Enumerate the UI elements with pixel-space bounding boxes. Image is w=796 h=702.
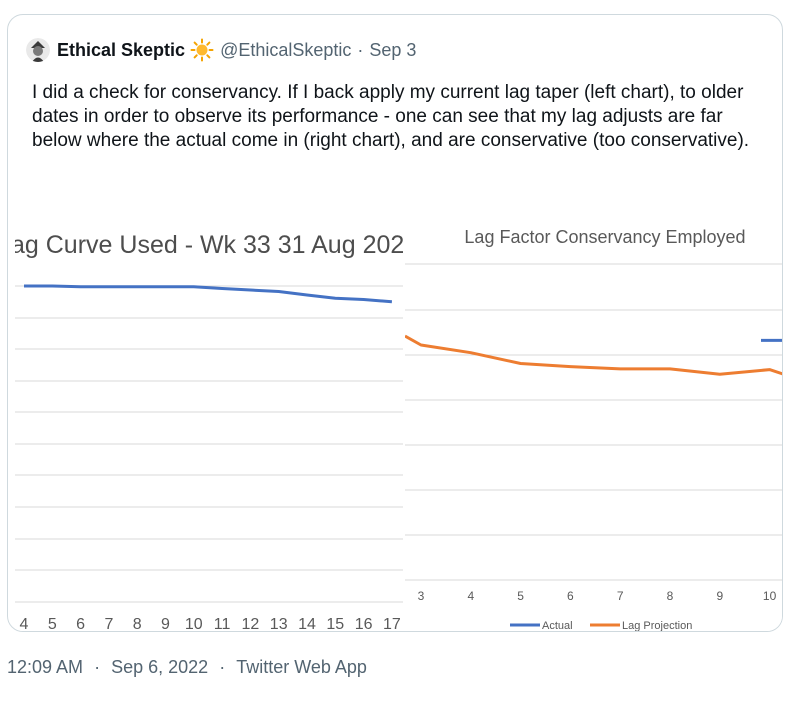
chart-title: ag Curve Used - Wk 33 31 Aug 202 bbox=[15, 231, 403, 259]
footer-time[interactable]: 12:09 AM bbox=[7, 657, 84, 677]
x-tick-label: 5 bbox=[48, 616, 57, 632]
author-name[interactable]: Ethical Skeptic bbox=[57, 39, 186, 60]
series-line-series-1 bbox=[24, 284, 393, 304]
footer-separator: · bbox=[219, 657, 226, 677]
x-tick-label: 6 bbox=[76, 616, 85, 632]
x-tick-label: 3 bbox=[418, 589, 425, 603]
legend-label: Actual bbox=[542, 620, 573, 632]
legend-label: Lag Projection bbox=[622, 620, 692, 632]
x-tick-label: 11 bbox=[214, 616, 231, 632]
x-tick-label: 9 bbox=[161, 616, 170, 632]
tweet-footer: 12:09 AM · Sep 6, 2022 · Twitter Web App bbox=[7, 657, 367, 678]
x-tick-label: 8 bbox=[133, 616, 142, 632]
x-tick-label: 4 bbox=[467, 589, 474, 603]
footer-app[interactable]: Twitter Web App bbox=[236, 657, 367, 677]
x-tick-label: 7 bbox=[617, 589, 624, 603]
x-tick-label: 9 bbox=[716, 589, 723, 603]
series-line-lag-projection bbox=[405, 334, 782, 376]
x-tick-label: 5 bbox=[517, 589, 524, 603]
x-tick-label: 15 bbox=[326, 616, 344, 632]
right-chart-image[interactable]: Lag Factor Conservancy Employed 3 4 5 6 7 8 9 10… bbox=[405, 212, 782, 632]
tweet-header: Ethical Skeptic @EthicalSkeptic · Sep 3 bbox=[26, 37, 416, 63]
chart-title: Lag Factor Conservancy Employed bbox=[464, 227, 745, 247]
x-tick-label: 13 bbox=[270, 616, 288, 632]
x-tick-label: 12 bbox=[242, 616, 260, 632]
x-tick-label: 4 bbox=[20, 616, 29, 632]
x-tick-label: 17 bbox=[383, 616, 401, 632]
header-separator: · bbox=[357, 39, 364, 60]
x-tick-label: 6 bbox=[567, 589, 574, 603]
footer-separator: · bbox=[94, 657, 101, 677]
x-tick-label: 7 bbox=[104, 616, 113, 632]
tweet-card[interactable]: Ethical Skeptic @EthicalSkeptic · Sep 3 … bbox=[7, 14, 783, 632]
tweet-text: I did a check for conservancy. If I back… bbox=[32, 82, 750, 151]
x-tick-label: 10 bbox=[185, 616, 203, 632]
x-tick-label: 8 bbox=[667, 589, 674, 603]
tweet-media[interactable]: ag Curve Used - Wk 33 31 Aug 202 4 5 6 7 8 9 10… bbox=[15, 212, 782, 632]
x-tick-label: 10 bbox=[763, 589, 777, 603]
x-tick-label: 14 bbox=[298, 616, 316, 632]
avatar[interactable] bbox=[26, 38, 50, 62]
x-tick-label: 16 bbox=[355, 616, 373, 632]
footer-date[interactable]: Sep 6, 2022 bbox=[111, 657, 209, 677]
sun-icon bbox=[190, 38, 214, 62]
right-chart: Lag Factor Conservancy Employed 3 4 5 6 7 8 9 10… bbox=[405, 227, 782, 632]
author-handle[interactable]: @EthicalSkeptic bbox=[220, 39, 352, 60]
left-chart: ag Curve Used - Wk 33 31 Aug 202 4 5 6 7 8 9 10… bbox=[15, 231, 403, 632]
tweet-date[interactable]: Sep 3 bbox=[369, 39, 417, 60]
left-chart-image[interactable]: ag Curve Used - Wk 33 31 Aug 202 4 5 6 7 8 9 10… bbox=[15, 212, 403, 632]
